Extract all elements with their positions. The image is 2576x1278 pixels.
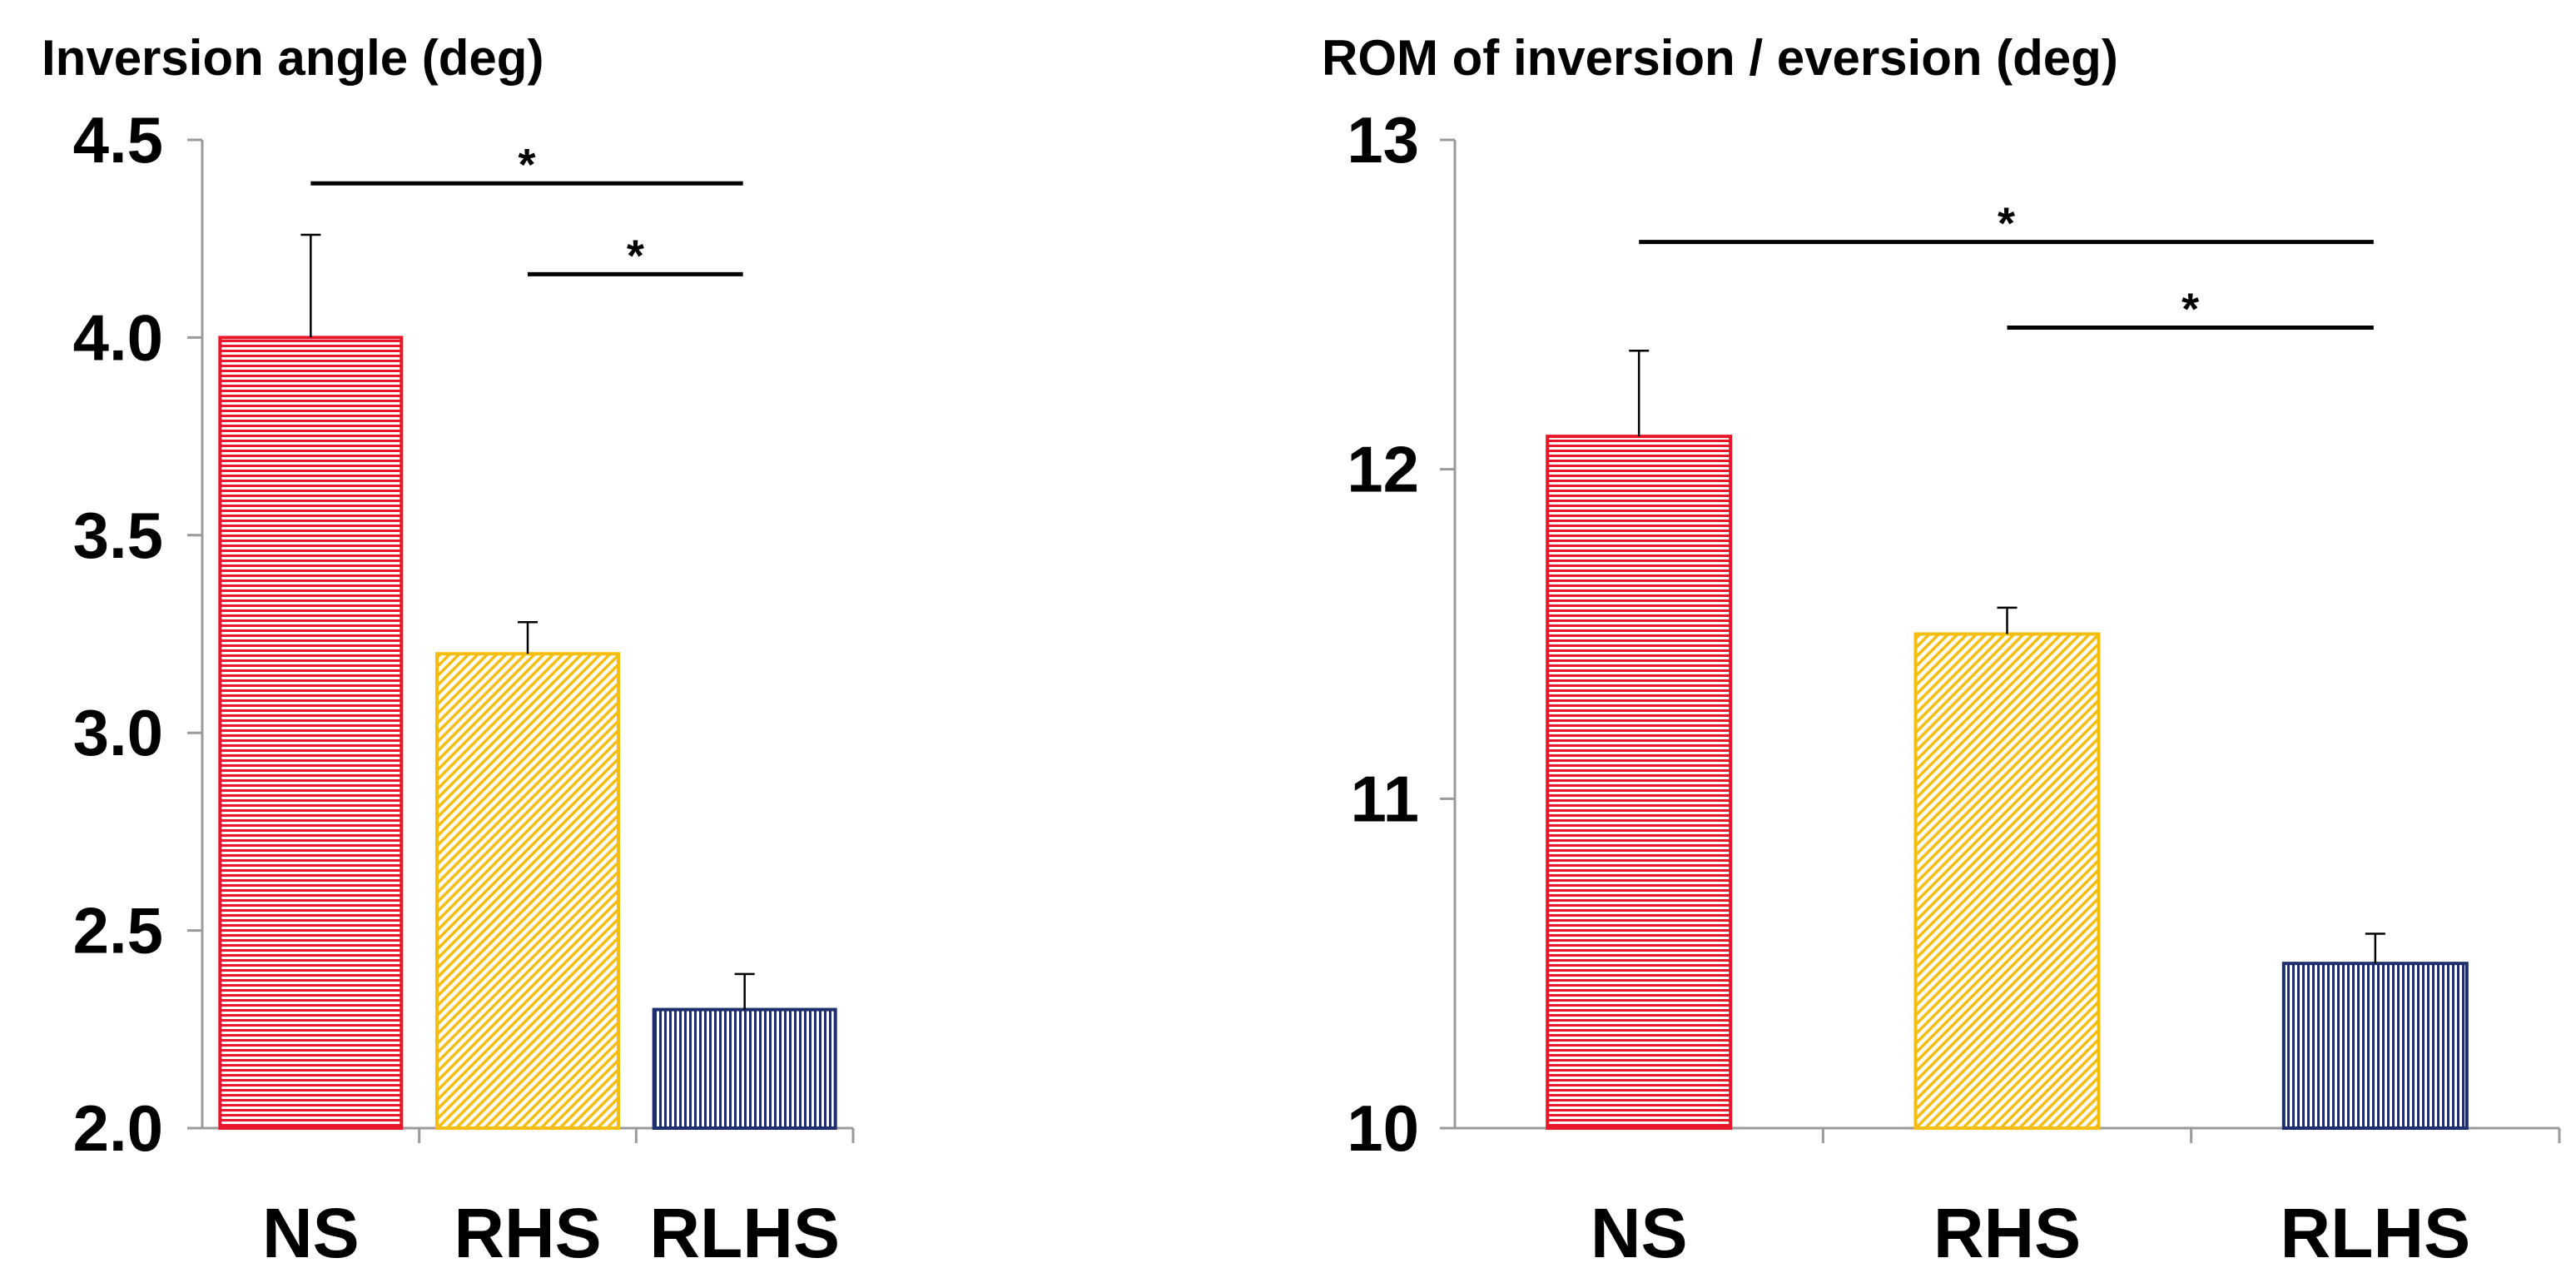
x-axis-labels: NS RHS RLHS: [1591, 1194, 2470, 1272]
bar-rlhs: [2281, 962, 2469, 1130]
significance-star: *: [518, 140, 535, 190]
y-tick-label: 10: [1347, 1092, 1419, 1165]
y-tick-label: 2.5: [73, 894, 163, 967]
chart-title: Inversion angle (deg): [42, 30, 543, 86]
bar-rlhs: [652, 1007, 837, 1131]
bar-ns: [218, 336, 404, 1130]
significance-markers: * *: [518, 140, 643, 281]
plot-area: [187, 138, 855, 1143]
significance-star: *: [2181, 285, 2199, 335]
x-category-label: NS: [1591, 1194, 1688, 1272]
x-category-label: NS: [262, 1194, 360, 1272]
bar-rhs: [1913, 632, 2101, 1130]
y-axis-ticks: 10 11 12 13: [1347, 103, 1419, 1165]
y-tick-label: 11: [1351, 762, 1419, 835]
x-axis-labels: NS RHS RLHS: [262, 1194, 840, 1272]
x-category-label: RLHS: [649, 1194, 840, 1272]
bar-rhs: [435, 652, 620, 1130]
x-category-label: RHS: [1933, 1194, 2081, 1272]
significance-star: *: [1998, 199, 2015, 249]
y-tick-label: 4.5: [73, 103, 163, 177]
plot-area: [1440, 138, 2561, 1143]
y-tick-label: 13: [1347, 103, 1419, 177]
bar-ns: [1546, 435, 1733, 1130]
significance-markers: * *: [1998, 199, 2199, 335]
y-tick-label: 3.5: [73, 499, 163, 572]
y-tick-label: 4.0: [73, 301, 163, 374]
y-tick-label: 12: [1347, 433, 1419, 506]
x-category-label: RHS: [454, 1194, 601, 1272]
y-tick-label: 3.0: [73, 696, 163, 769]
y-tick-label: 2.0: [73, 1092, 163, 1165]
x-category-label: RLHS: [2280, 1194, 2470, 1272]
inversion-angle-chart: Inversion angle (deg) 2.0 2.5 3.0 3.5 4.…: [42, 30, 855, 1272]
chart-title: ROM of inversion / eversion (deg): [1322, 30, 2118, 86]
y-axis-ticks: 2.0 2.5 3.0 3.5 4.0 4.5: [73, 103, 163, 1165]
significance-star: *: [627, 231, 644, 281]
rom-inversion-eversion-chart: ROM of inversion / eversion (deg) 10 11 …: [1322, 30, 2561, 1272]
